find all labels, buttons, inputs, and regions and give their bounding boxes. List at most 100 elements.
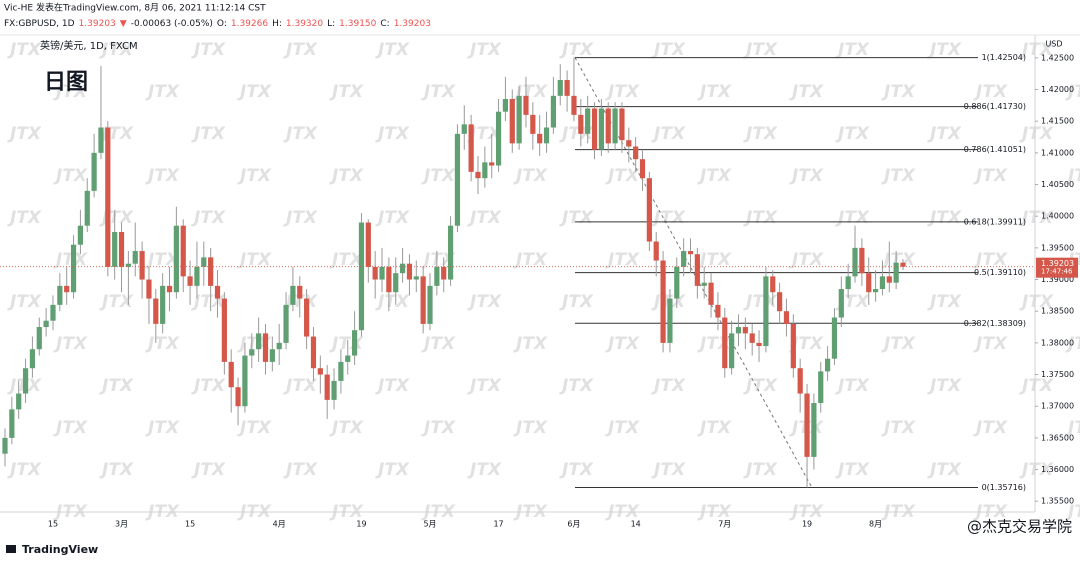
watermark: JTX — [881, 418, 916, 438]
quote-part: -0.00063 (-0.05%) — [131, 19, 213, 29]
candle-body — [461, 124, 467, 134]
candle-body — [77, 225, 84, 245]
watermark: JTX — [7, 124, 42, 144]
candle-body — [749, 333, 755, 343]
watermark: JTX — [513, 418, 548, 438]
candle-body — [804, 393, 810, 457]
y-tick-label: 1.41000 — [1041, 148, 1074, 157]
watermark: JTX — [881, 166, 916, 186]
watermark: JTX — [191, 40, 226, 60]
candle-body — [722, 317, 728, 369]
candle-body — [660, 260, 666, 343]
watermark: JTX — [1019, 124, 1054, 144]
watermark: JTX — [789, 250, 824, 270]
watermark: JTX — [191, 124, 226, 144]
candle-body — [352, 330, 358, 356]
watermark: JTX — [697, 82, 732, 102]
candle-body — [372, 266, 378, 280]
watermark: JTX — [1065, 502, 1080, 522]
watermark: JTX — [467, 124, 502, 144]
watermark: JTX — [421, 250, 456, 270]
y-tick-label: 1.40500 — [1041, 180, 1074, 189]
watermark: JTX — [283, 376, 318, 396]
x-tick-label: 15 — [48, 520, 58, 529]
candle-body — [427, 285, 433, 324]
watermark: JTX — [1019, 40, 1054, 60]
watermark: JTX — [743, 376, 778, 396]
candle-body — [893, 262, 899, 283]
logo-text: TradingView — [22, 543, 98, 556]
watermark: JTX — [145, 418, 180, 438]
watermark: JTX — [927, 40, 962, 60]
watermark: JTX — [375, 292, 410, 312]
candle-body — [468, 124, 474, 172]
candle-body — [619, 108, 625, 141]
watermark: JTX — [559, 40, 594, 60]
x-tick-label: 6月 — [567, 520, 580, 529]
candle-body — [290, 285, 296, 305]
watermark: JTX — [651, 208, 686, 228]
candle-body — [105, 127, 111, 267]
watermark: JTX — [973, 334, 1008, 354]
quote-part: L: — [327, 19, 335, 29]
watermark: JTX — [513, 166, 548, 186]
fib-label: 0.886(1.41730) — [964, 102, 1026, 111]
watermark: JTX — [145, 334, 180, 354]
candle-body — [256, 333, 262, 350]
watermark: JTX — [789, 82, 824, 102]
watermark: JTX — [651, 460, 686, 480]
x-tick-label: 7月 — [718, 520, 731, 529]
candle-body — [125, 263, 131, 267]
watermark: JTX — [605, 250, 640, 270]
legend-text: 英镑/美元, 1D, FXCM — [40, 39, 138, 52]
candle-body — [379, 266, 385, 280]
candle-body — [201, 257, 207, 267]
credit: @杰克交易学院 — [967, 518, 1072, 536]
fib-label: 0(1.35716) — [982, 483, 1026, 492]
watermark: JTX — [99, 208, 134, 228]
watermark: JTX — [881, 334, 916, 354]
candle-body — [132, 251, 138, 264]
candle-body — [413, 276, 419, 280]
watermark: JTX — [421, 166, 456, 186]
candle-body — [118, 232, 125, 267]
watermark: JTX — [467, 460, 502, 480]
quote-part: 1.39320 — [286, 19, 323, 29]
watermark: JTX — [927, 292, 962, 312]
watermark: JTX — [559, 208, 594, 228]
watermark: JTX — [191, 376, 226, 396]
watermark: JTX — [329, 334, 364, 354]
watermark: JTX — [375, 460, 410, 480]
candle-body — [269, 349, 275, 362]
candle-body — [612, 108, 618, 144]
watermark: JTX — [1019, 292, 1054, 312]
candle-body — [187, 276, 193, 286]
candle-body — [550, 95, 556, 128]
watermark: JTX — [145, 166, 180, 186]
candle-body — [276, 342, 282, 350]
candle-body — [729, 333, 735, 369]
candle-body — [578, 114, 584, 134]
watermark: JTX — [237, 82, 272, 102]
watermark: JTX — [329, 82, 364, 102]
fib-trend — [574, 57, 813, 488]
candle-body — [22, 368, 29, 394]
candle-body — [509, 99, 515, 144]
watermark: JTX — [7, 40, 42, 60]
watermark: JTX — [191, 208, 226, 228]
candle-body — [872, 289, 879, 293]
watermark: JTX — [7, 292, 42, 312]
candle-body — [9, 409, 15, 438]
candle-body — [180, 225, 186, 277]
watermark: JTX — [1065, 166, 1080, 186]
candle-body — [667, 298, 673, 343]
candle-body — [331, 380, 337, 400]
watermark: JTX — [973, 418, 1008, 438]
watermark: JTX — [743, 40, 778, 60]
candle-body — [221, 298, 227, 362]
candle-body — [639, 159, 646, 179]
quote-part: ▼ — [120, 19, 127, 29]
watermark: JTX — [191, 292, 226, 312]
candle-body — [324, 374, 330, 400]
